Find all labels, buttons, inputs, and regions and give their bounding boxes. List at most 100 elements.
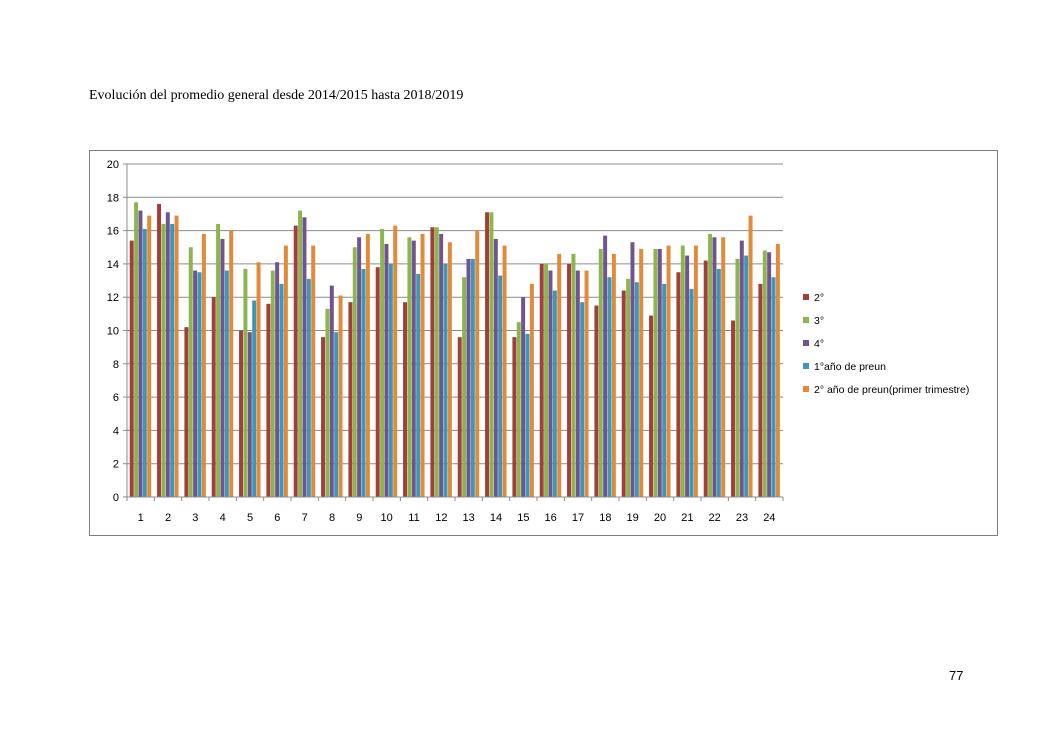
x-tick-label: 12: [435, 512, 447, 524]
bar: [744, 255, 749, 497]
bar: [649, 315, 654, 497]
bar: [338, 295, 343, 497]
bar: [306, 278, 311, 497]
page-number: 77: [949, 668, 964, 683]
x-tick-label: 16: [545, 512, 557, 524]
chart-frame: 0 2 4 6 8 10 12 14 16 18 20 1 2 3 4 5 6 7 8 9 10 11 12 13 14 15 16…: [89, 150, 998, 536]
x-tick-label: 18: [599, 512, 611, 524]
bar: [634, 282, 639, 497]
legend-label: 2°: [814, 292, 824, 304]
bar: [439, 233, 444, 497]
y-tick-label: 6: [113, 392, 119, 404]
bar: [512, 337, 517, 497]
y-tick-label: 14: [107, 259, 119, 271]
bar: [676, 272, 681, 497]
legend-label: 1°año de preun: [814, 361, 886, 373]
bar: [739, 240, 744, 497]
x-tick-label: 9: [356, 512, 362, 524]
bar: [603, 235, 608, 497]
bar: [639, 248, 644, 497]
x-tick-label: 23: [736, 512, 748, 524]
bar: [411, 240, 416, 497]
x-tick-label: 5: [247, 512, 253, 524]
bar: [685, 255, 690, 497]
x-tick-label: 7: [302, 512, 308, 524]
x-tick-label: 8: [329, 512, 335, 524]
bar: [420, 233, 425, 497]
bar: [174, 215, 179, 497]
bar: [498, 275, 503, 497]
bar: [529, 283, 534, 497]
bar: [239, 330, 244, 497]
bar: [584, 270, 589, 497]
x-tick-label: 11: [408, 512, 419, 524]
bar: [485, 212, 490, 497]
y-tick-label: 18: [107, 192, 119, 204]
x-tick-label: 10: [381, 512, 393, 524]
legend: 2° 3° 4° 1°año de preun 2° año de preun(prim…: [803, 292, 969, 396]
bar: [575, 270, 580, 497]
legend-swatch: [803, 317, 809, 323]
bar: [138, 210, 143, 497]
y-tick-label: 16: [107, 226, 119, 238]
x-tick-label: 2: [165, 512, 171, 524]
bar: [298, 210, 303, 497]
page-title: Evolución del promedio general desde 201…: [89, 88, 464, 103]
legend-swatch: [803, 386, 809, 392]
x-tick-label: 17: [572, 512, 584, 524]
legend-label: 3°: [814, 315, 824, 327]
bar: [521, 297, 526, 497]
bar: [493, 238, 498, 498]
bar: [270, 270, 275, 497]
bar: [365, 233, 370, 497]
bar: [334, 332, 339, 497]
x-tick-label: 14: [490, 512, 502, 524]
bar: [457, 337, 462, 497]
bar: [626, 278, 631, 497]
x-tick-label: 22: [709, 512, 721, 524]
bar: [403, 302, 408, 497]
bar: [762, 250, 767, 497]
bar: [771, 277, 776, 497]
bar: [539, 263, 544, 497]
bar: [393, 225, 398, 497]
bar: [525, 333, 530, 497]
bar: [388, 263, 393, 497]
bar: [147, 215, 152, 497]
bar: [188, 247, 193, 497]
bar: [407, 237, 412, 497]
bar: [375, 267, 380, 497]
x-tick-label: 15: [517, 512, 529, 524]
bar: [548, 270, 553, 497]
bar: [708, 233, 713, 497]
bar: [142, 228, 147, 497]
bar: [157, 203, 162, 497]
bar: [693, 245, 698, 497]
bars: [129, 202, 780, 498]
bar: [302, 217, 307, 497]
bar: [607, 277, 612, 497]
bar: [470, 258, 475, 497]
bar: [594, 305, 599, 497]
x-tick-label: 19: [627, 512, 639, 524]
bar: [703, 260, 708, 497]
bar: [275, 262, 280, 497]
bar: [689, 288, 694, 497]
bar: [184, 327, 189, 497]
bar: [229, 230, 234, 497]
y-tick-label: 10: [107, 326, 119, 338]
bar: [621, 290, 626, 497]
bar: [653, 248, 658, 497]
bar: [430, 227, 435, 497]
bar: [293, 225, 298, 497]
bar: [662, 283, 667, 497]
bar: [767, 252, 772, 497]
bar: [557, 253, 562, 497]
bar: [775, 243, 780, 497]
bar: [243, 268, 248, 497]
y-tick-label: 20: [107, 159, 119, 171]
bar: [170, 223, 175, 497]
legend-swatch: [803, 363, 809, 369]
